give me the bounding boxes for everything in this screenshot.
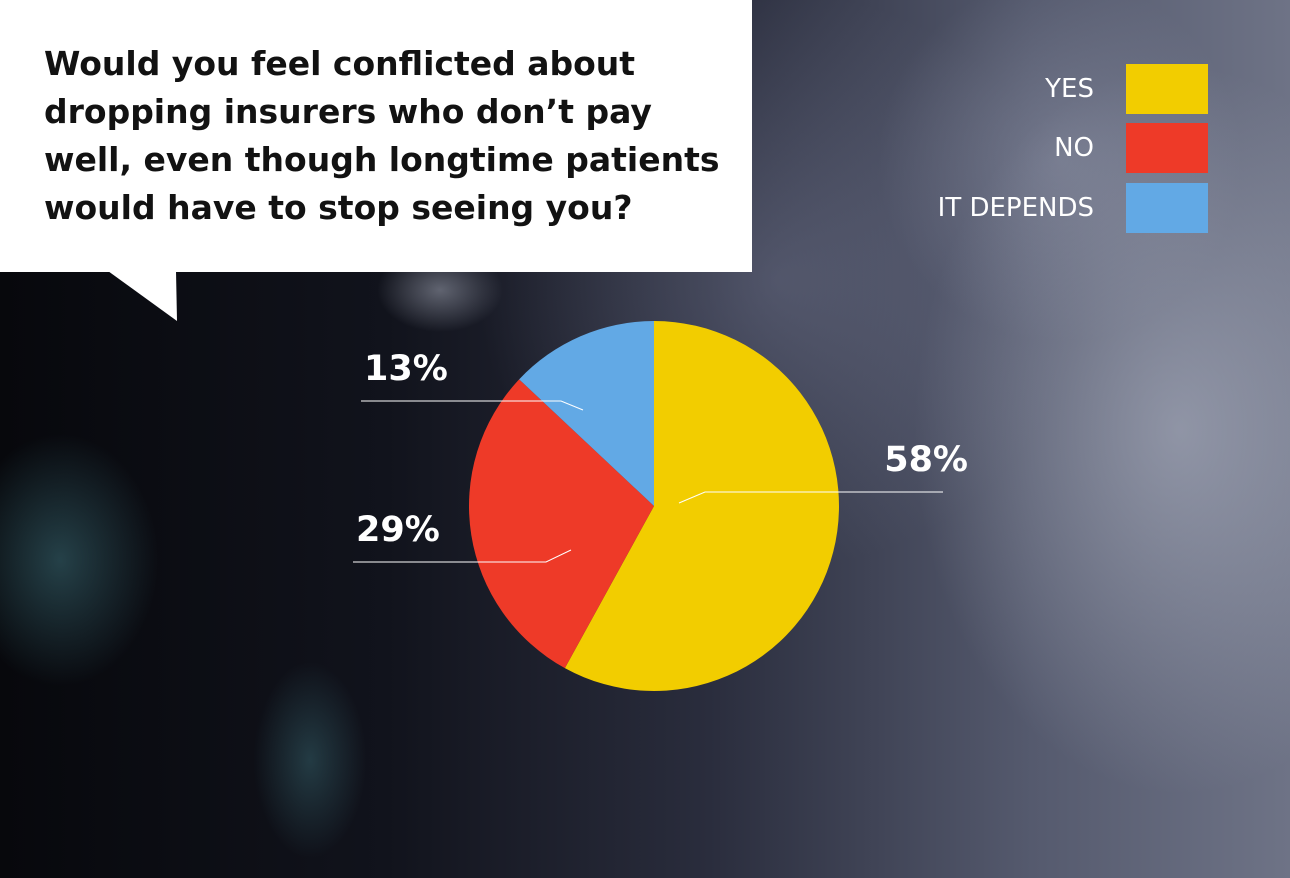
speech-bubble (0, 0, 752, 272)
legend-label-no: NO (1054, 133, 1094, 163)
pie-slice-it-depends (519, 321, 654, 506)
legend-swatch-it-depends (1126, 183, 1208, 233)
legend-swatch-no (1126, 123, 1208, 173)
leader-line-it-depends (361, 400, 584, 411)
data-label-it-depends: 13% (364, 349, 448, 389)
legend-label-yes: YES (1045, 74, 1094, 104)
leader-line-yes (678, 491, 943, 504)
question-text: Would you feel conflicted about dropping… (44, 44, 720, 227)
legend-label-it-depends: IT DEPENDS (937, 193, 1094, 223)
pie-slice-yes (564, 321, 839, 691)
data-label-no: 29% (356, 510, 440, 550)
pie-slice-no (468, 379, 654, 669)
data-label-yes: 58% (884, 440, 968, 480)
leader-line-no (353, 549, 572, 563)
legend-swatch-yes (1126, 64, 1208, 114)
